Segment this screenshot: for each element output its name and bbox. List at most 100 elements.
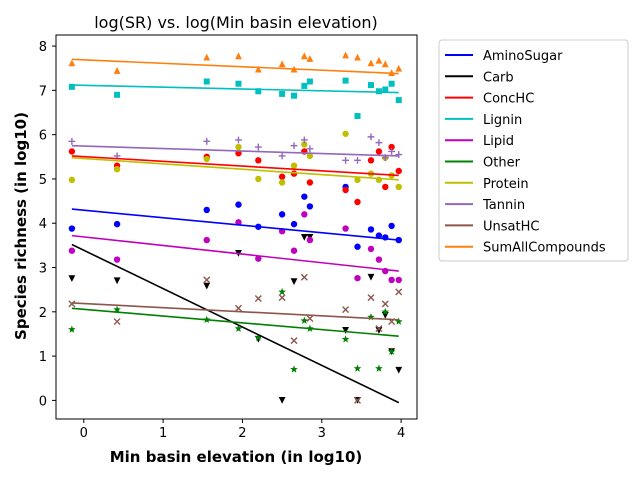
legend-label-tannin: Tannin	[482, 198, 525, 213]
trend-lines	[71, 58, 400, 404]
x-tick-label: 2	[238, 426, 246, 441]
trend-line-lipid	[71, 234, 399, 272]
legend-label-other: Other	[483, 156, 521, 171]
legend-label-protein: Protein	[483, 177, 529, 192]
data-point-unsathc	[395, 288, 403, 296]
data-point-lipid	[113, 256, 121, 263]
trend-line-unsathc	[71, 302, 399, 321]
data-point-other	[353, 364, 362, 372]
data-point-protein	[354, 176, 361, 184]
data-point-protein	[342, 130, 349, 137]
data-point-conchc	[255, 157, 262, 164]
data-point-lignin	[395, 97, 402, 104]
data-point-sumallcompounds	[278, 60, 286, 68]
data-point-tannin	[203, 137, 211, 145]
data-point-lipid	[301, 211, 308, 218]
data-point-lipid	[395, 276, 402, 284]
data-point-other	[394, 317, 403, 325]
data-point-unsathc	[203, 276, 211, 284]
legend-label-lipid: Lipid	[483, 134, 514, 149]
y-tick-label: 1	[39, 350, 47, 365]
data-point-other	[290, 365, 298, 373]
trend-line-protein	[71, 156, 399, 181]
trend-line-tannin	[71, 144, 399, 157]
data-point-carb	[203, 282, 211, 290]
data-point-other	[254, 333, 263, 341]
data-point-other	[341, 335, 350, 343]
x-axis-title: Min basin elevation (in log10)	[110, 448, 363, 466]
data-point-protein	[395, 183, 402, 191]
data-point-protein	[235, 143, 242, 151]
data-point-sumallcompounds	[235, 52, 242, 60]
data-point-aminosugar	[203, 206, 210, 214]
data-point-carb	[342, 327, 349, 334]
data-point-sumallcompounds	[300, 52, 308, 60]
data-point-lignin	[255, 88, 262, 95]
axes: 0 1 2 3 4 0 1 2 3 4 5 6 7 8	[39, 34, 418, 441]
data-point-protein	[306, 152, 314, 160]
legend-label-aminosugar: AminoSugar	[483, 49, 563, 64]
data-point-carb	[375, 327, 383, 334]
y-tick-label: 0	[39, 394, 47, 409]
data-point-lignin	[342, 77, 349, 84]
data-point-conchc	[306, 179, 314, 186]
series-unsathc	[68, 273, 403, 404]
data-point-aminosugar	[290, 220, 298, 228]
data-point-tannin	[278, 152, 286, 160]
y-tick-label: 5	[39, 173, 47, 188]
data-point-lignin	[388, 80, 395, 87]
trend-line-lignin	[71, 84, 399, 94]
legend-label-sumallcompounds: SumAllCompounds	[483, 241, 606, 256]
series-aminosugar	[68, 183, 402, 250]
series-lignin	[68, 77, 402, 120]
y-tick-label: 7	[39, 84, 47, 99]
series-other	[68, 287, 403, 373]
data-point-sumallcompounds	[113, 67, 121, 74]
data-point-conchc	[382, 183, 389, 191]
legend: AminoSugar Carb ConcHC Lignin Lipid Other Prot…	[438, 39, 629, 262]
legend-label-carb: Carb	[483, 70, 514, 85]
data-point-protein	[113, 166, 121, 173]
data-point-protein	[278, 179, 286, 186]
series-lipid	[68, 211, 402, 284]
data-point-lignin	[235, 80, 242, 87]
x-tick-label: 3	[318, 426, 326, 441]
plot-area	[56, 35, 417, 419]
data-point-tannin	[367, 133, 375, 141]
data-point-tannin	[300, 136, 308, 144]
data-point-unsathc	[234, 304, 242, 312]
series-tannin	[68, 133, 403, 164]
data-point-unsathc	[300, 273, 308, 281]
data-point-conchc	[342, 186, 349, 194]
data-point-carb	[290, 278, 298, 286]
data-point-protein	[68, 176, 76, 184]
x-tick-label: 0	[80, 426, 88, 441]
data-point-lignin	[279, 90, 286, 97]
trend-line-aminosugar	[71, 208, 399, 241]
data-point-aminosugar	[367, 226, 375, 233]
y-tick-label: 6	[39, 129, 47, 144]
data-point-sumallcompounds	[381, 60, 389, 68]
data-point-lipid	[306, 236, 314, 244]
data-point-carb	[367, 273, 375, 281]
data-point-conchc	[375, 148, 383, 155]
data-point-sumallcompounds	[254, 65, 262, 73]
data-point-tannin	[375, 139, 383, 147]
data-point-aminosugar	[278, 211, 286, 218]
trend-line-conchc	[71, 155, 399, 177]
y-tick-label: 4	[39, 217, 47, 232]
data-point-unsathc	[278, 294, 286, 302]
data-point-lignin	[291, 92, 298, 99]
x-tick-label: 4	[397, 426, 405, 441]
data-point-lignin	[114, 91, 121, 98]
legend-label-lignin: Lignin	[483, 113, 522, 128]
data-point-other	[234, 324, 243, 332]
data-point-aminosugar	[388, 222, 395, 230]
chart-title: log(SR) vs. log(Min basin elevation)	[94, 13, 378, 32]
legend-box	[438, 39, 629, 262]
data-point-protein	[301, 141, 308, 148]
data-point-sumallcompounds	[367, 59, 375, 67]
data-point-lignin	[367, 82, 374, 89]
data-marks	[68, 51, 403, 404]
